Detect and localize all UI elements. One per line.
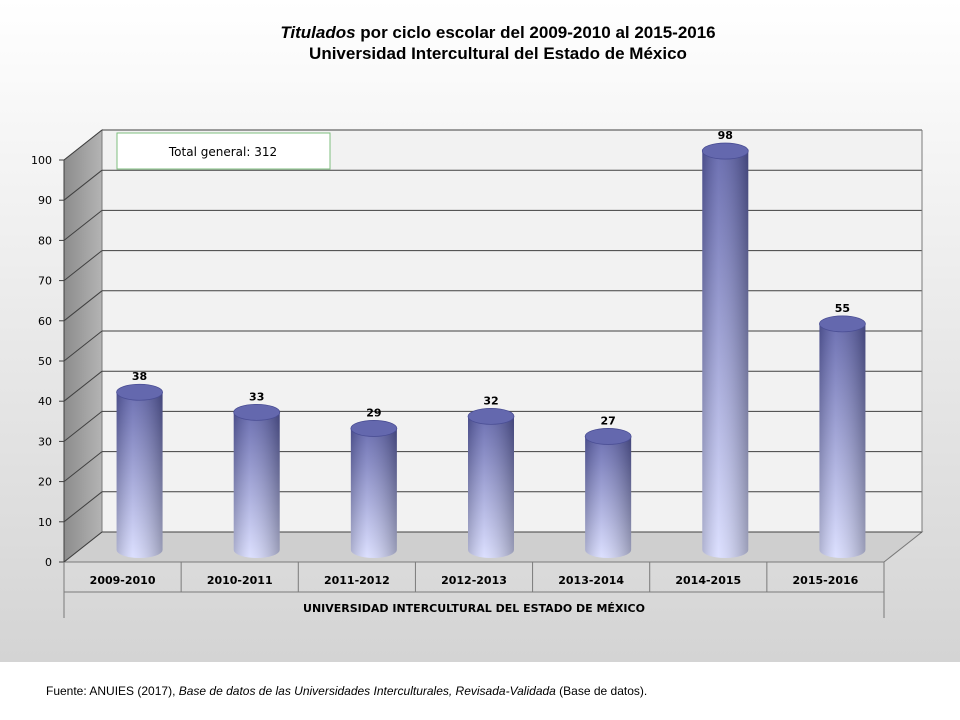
x-group-label: UNIVERSIDAD INTERCULTURAL DEL ESTADO DE … — [303, 602, 645, 615]
source-suffix: (Base de datos). — [555, 684, 648, 698]
gridline-side — [63, 531, 103, 563]
y-tick-label: 50 — [38, 355, 52, 368]
bar-shading — [468, 416, 514, 558]
data-label: 38 — [132, 370, 147, 383]
source-prefix: Fuente: ANUIES (2017), — [46, 684, 179, 698]
bar-top — [819, 315, 866, 333]
bar-top — [350, 420, 398, 437]
data-label: 27 — [600, 414, 615, 427]
x-tick-label: 2009-2010 — [90, 574, 156, 587]
bar-top — [584, 428, 632, 445]
gridline-side — [63, 330, 103, 362]
data-label: 98 — [718, 129, 733, 142]
x-tick-label: 2011-2012 — [324, 574, 390, 587]
data-label: 55 — [835, 302, 850, 315]
bar-shading — [819, 323, 866, 558]
y-tick-label: 60 — [38, 315, 52, 328]
bar-top — [116, 383, 163, 401]
total-box-label: Total general: 312 — [168, 145, 277, 159]
data-label: 29 — [366, 406, 381, 419]
y-tick-label: 90 — [38, 194, 52, 207]
source-note: Fuente: ANUIES (2017), Base de datos de … — [46, 684, 946, 698]
total-box — [116, 132, 331, 170]
y-tick-label: 100 — [31, 154, 52, 167]
gridline-side — [63, 129, 103, 161]
bar-top — [701, 142, 749, 160]
x-tick-label: 2015-2016 — [793, 574, 859, 587]
y-tick-label: 0 — [45, 556, 52, 569]
data-label: 33 — [249, 390, 264, 403]
bar-shading — [585, 436, 632, 558]
gridline-side — [63, 370, 103, 402]
bar-shading — [702, 151, 749, 558]
y-tick-label: 40 — [38, 395, 52, 408]
chart-title-rest: por ciclo escolar del 2009-2010 al 2015-… — [355, 23, 716, 42]
gridline-side — [63, 250, 103, 281]
x-tick-label: 2010-2011 — [207, 574, 273, 587]
gridline-side — [63, 411, 103, 442]
chart-title-italic: Titulados — [280, 23, 356, 42]
gridline-side — [63, 451, 103, 482]
x-tick-label: 2012-2013 — [441, 574, 507, 587]
y-tick-label: 20 — [38, 476, 52, 489]
bar-top — [233, 403, 281, 421]
y-tick-label: 70 — [38, 275, 52, 288]
bar-chart: 0 10 20 30 40 50 60 70 80 90 100 38 33 29 32 27 98 55 20… — [31, 128, 924, 618]
source-title: Base de datos de las Universidades Inter… — [178, 684, 556, 698]
gridline-side — [63, 210, 103, 241]
chart-title-line2: Universidad Intercultural del Estado de … — [309, 44, 687, 63]
y-tick-label: 80 — [38, 234, 52, 247]
bar-shading — [233, 412, 280, 558]
data-label: 32 — [483, 394, 498, 407]
gridline-side — [63, 491, 103, 523]
chart-title-line1: Titulados por ciclo escolar del 2009-201… — [0, 22, 960, 43]
y-tick-label: 10 — [38, 516, 52, 529]
bar-shading — [350, 428, 397, 558]
chart-title: Titulados por ciclo escolar del 2009-201… — [0, 22, 960, 64]
x-tick-label: 2014-2015 — [675, 574, 741, 587]
bar-shading — [116, 392, 163, 558]
gridline-side — [63, 290, 103, 322]
y-tick-label: 30 — [38, 435, 52, 448]
gridline-side — [63, 169, 103, 201]
bar-top — [467, 407, 515, 425]
x-tick-label: 2013-2014 — [558, 574, 624, 587]
